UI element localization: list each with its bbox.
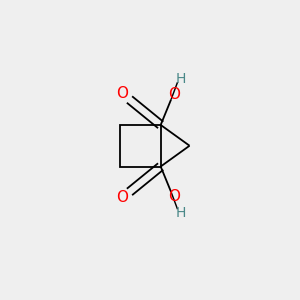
Text: H: H (176, 206, 186, 220)
Text: O: O (117, 190, 129, 205)
Text: H: H (176, 72, 186, 86)
Text: O: O (169, 87, 181, 102)
Text: O: O (117, 86, 129, 101)
Text: O: O (169, 189, 181, 204)
